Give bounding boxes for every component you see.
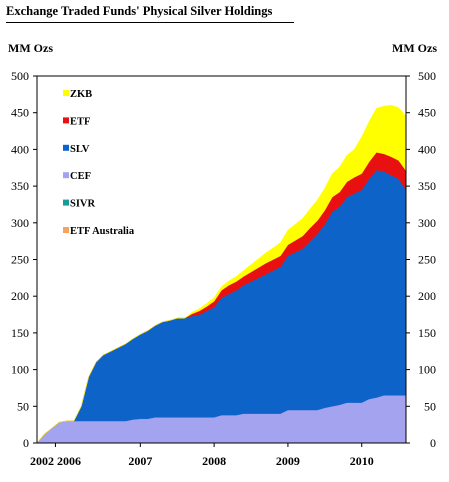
- x-tick-label: 2007: [128, 454, 152, 468]
- y-tick-label-left: 150: [11, 326, 29, 340]
- x-tick-label: 2008: [202, 454, 226, 468]
- y-tick-label-right: 0: [430, 436, 436, 450]
- y-tick-label-right: 50: [424, 399, 436, 413]
- y-tick-label-right: 350: [418, 179, 436, 193]
- y-tick-label-left: 400: [11, 142, 29, 156]
- y-tick-label-right: 500: [418, 69, 436, 83]
- legend-label-slv: SLV: [70, 144, 90, 155]
- legend-swatch-etf-australia: [63, 227, 69, 233]
- x-tick-label: 2009: [276, 454, 300, 468]
- y-tick-label-right: 450: [418, 106, 436, 120]
- legend-label-zkb: ZKB: [70, 89, 92, 100]
- y-tick-label-right: 150: [418, 326, 436, 340]
- legend-label-cef: CEF: [70, 171, 91, 182]
- axes: 0 0 50 50 100 100 150 150 200 200 250 250 300 300 350 3…: [11, 69, 436, 468]
- y-tick-label-left: 350: [11, 179, 29, 193]
- y-tick-label-left: 0: [23, 436, 29, 450]
- x-tick-label: 2010: [350, 454, 374, 468]
- y-tick-label-right: 100: [418, 363, 436, 377]
- legend-label-etf-australia: ETF Australia: [70, 226, 135, 237]
- stacked-areas: [36, 105, 407, 444]
- title-underline: [6, 22, 294, 23]
- y-tick-label-right: 300: [418, 216, 436, 230]
- y-tick-label-right: 400: [418, 142, 436, 156]
- legend-swatch-slv: [63, 144, 69, 151]
- legend-swatch-sivr: [63, 199, 69, 206]
- y-tick-label-left: 100: [11, 363, 29, 377]
- legend: ZKB ETF SLV CEF SIVR ETF Australia: [63, 89, 135, 237]
- legend-label-etf: ETF: [70, 116, 90, 127]
- y-tick-label-right: 250: [418, 253, 436, 267]
- area-slv: [36, 169, 407, 444]
- chart-title: Exchange Traded Funds' Physical Silver H…: [6, 4, 273, 18]
- y-tick-label-left: 500: [11, 69, 29, 83]
- y-tick-label-left: 450: [11, 106, 29, 120]
- y-tick-label-left: 200: [11, 289, 29, 303]
- y-tick-label-left: 50: [17, 399, 29, 413]
- y-axis-label-left: MM Ozs: [8, 41, 53, 55]
- legend-swatch-etf: [63, 117, 69, 124]
- legend-label-sivr: SIVR: [70, 199, 96, 210]
- y-tick-label-left: 300: [11, 216, 29, 230]
- legend-swatch-zkb: [63, 90, 69, 96]
- legend-swatch-cef: [63, 172, 69, 179]
- y-tick-label-left: 250: [11, 253, 29, 267]
- x-tick-label: 2002 2006: [30, 454, 81, 468]
- y-axis-label-right: MM Ozs: [392, 41, 437, 55]
- y-tick-label-right: 200: [418, 289, 436, 303]
